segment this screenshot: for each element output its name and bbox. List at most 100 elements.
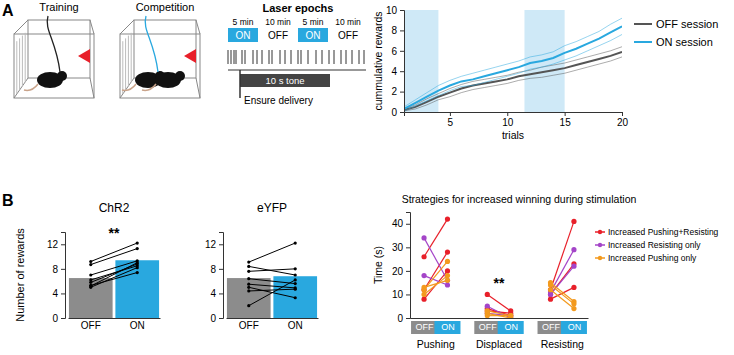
- individual-line: [249, 269, 295, 271]
- tick-label: 30: [392, 242, 404, 253]
- tick: 5: [448, 112, 454, 128]
- individual-point: [89, 286, 92, 289]
- tick-mark: [507, 112, 508, 116]
- individual-line: [249, 289, 295, 291]
- individual-point: [294, 241, 297, 244]
- tick: 0: [210, 313, 223, 324]
- y-axis-line: [406, 213, 411, 319]
- individual-point: [294, 282, 297, 285]
- individual-line: [249, 266, 295, 275]
- wall-grid: [128, 36, 129, 86]
- tick: ON: [568, 318, 582, 332]
- individual-line: [249, 280, 295, 306]
- tick: 20: [392, 266, 410, 277]
- tick-label: 5: [448, 117, 454, 128]
- strategy-line: [424, 238, 447, 280]
- legend-marker: [598, 243, 602, 247]
- individual-line: [91, 249, 137, 265]
- strategy-line: [551, 266, 574, 294]
- tick: 10: [392, 289, 410, 300]
- tick-label: 6: [391, 46, 397, 57]
- strategy-point: [571, 264, 576, 269]
- tick-label: 20: [617, 117, 629, 128]
- tick-label: 8: [52, 264, 58, 275]
- wall-grid: [122, 41, 123, 94]
- box-front: [120, 34, 200, 98]
- individual-point: [136, 241, 139, 244]
- strategy-point: [571, 219, 576, 224]
- mouse-tail: [24, 84, 38, 90]
- strategy-point: [421, 254, 426, 259]
- legend-label: ON session: [656, 36, 713, 48]
- tick-label: OFF: [416, 322, 434, 332]
- tick-label: 8: [210, 264, 216, 275]
- tick-label: 10: [502, 117, 514, 128]
- strategy-point: [548, 292, 553, 297]
- wall-grid: [125, 38, 126, 90]
- strategy-line: [551, 290, 574, 309]
- x-axis: 5101520: [405, 112, 629, 128]
- chart-title: Strategies for increased winning during …: [402, 193, 637, 205]
- individual-line: [249, 279, 295, 284]
- tick-mark: [406, 318, 410, 319]
- plot-bars: [69, 241, 159, 318]
- tick-mark: [219, 244, 223, 245]
- individual-point: [136, 266, 139, 269]
- individual-point: [247, 270, 250, 273]
- legend-label: Increased Resisting only: [608, 240, 701, 250]
- tick-mark: [219, 318, 223, 319]
- tick-label: 12: [47, 239, 59, 250]
- x-axis: OFFONOFFONOFFON: [411, 318, 589, 332]
- strategy-point: [548, 282, 553, 287]
- individual-point: [247, 265, 250, 268]
- category-box: [561, 321, 587, 334]
- trial-tick: [257, 50, 258, 64]
- x-axis-line: [69, 318, 161, 319]
- individual-line: [91, 243, 137, 261]
- strategy-point: [571, 285, 576, 290]
- tick: ON: [441, 318, 455, 332]
- legend-swatch: [634, 23, 652, 25]
- trial-tick: [308, 50, 309, 64]
- tick-mark: [400, 92, 404, 93]
- tick-mark: [61, 318, 65, 319]
- trial-tick: [329, 50, 330, 64]
- tick-label: 4: [52, 288, 58, 299]
- tick: 2: [391, 86, 404, 97]
- trial-tick: [231, 50, 232, 64]
- strategy-point: [508, 313, 513, 318]
- wall-grid: [19, 38, 20, 90]
- strategy-point: [421, 235, 426, 240]
- protocol-title: Laser epochs: [263, 2, 334, 14]
- x-axis-title: trials: [502, 129, 524, 141]
- bar: [227, 278, 271, 318]
- trial-tick: [341, 50, 342, 64]
- strategy-point: [548, 292, 553, 297]
- tick-mark: [565, 112, 566, 116]
- fiber: [145, 16, 158, 72]
- strategy-line: [551, 285, 574, 304]
- bar: [69, 278, 113, 318]
- strategy-point: [508, 313, 513, 318]
- speaker: [184, 49, 196, 63]
- individual-point: [89, 273, 92, 276]
- tick-label: ON: [441, 322, 455, 332]
- individual-point: [89, 260, 92, 263]
- strategy-line: [487, 311, 510, 316]
- wall-grid: [131, 33, 132, 82]
- bar: [115, 260, 159, 318]
- trial-tick: [359, 50, 360, 64]
- epoch-duration: 10 min: [335, 17, 361, 27]
- strategy-line: [487, 306, 510, 318]
- tick: 40: [392, 218, 410, 229]
- strategy-line: [424, 219, 447, 257]
- tick-mark: [450, 112, 451, 116]
- box-edge: [120, 20, 134, 34]
- x-axis-line: [227, 318, 319, 319]
- epoch-duration: 5 min: [303, 17, 324, 27]
- tick-mark: [406, 271, 410, 272]
- group-label: Pushing: [417, 338, 455, 350]
- trial-tick: [272, 50, 273, 64]
- trial-tick: [253, 50, 254, 64]
- y-axis-line: [219, 233, 224, 319]
